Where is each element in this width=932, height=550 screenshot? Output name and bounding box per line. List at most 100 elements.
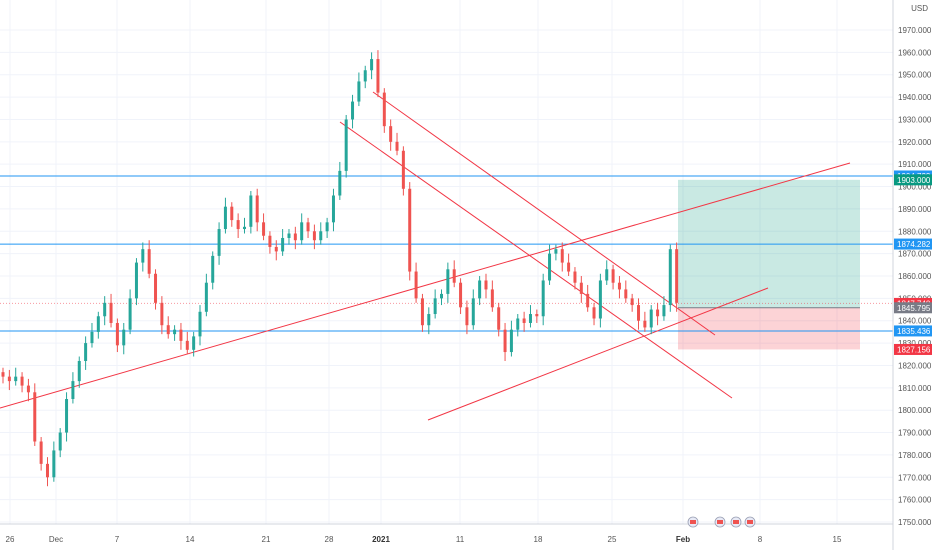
y-tick-label: 1830.000 — [898, 339, 932, 348]
candle-body — [115, 322, 119, 346]
candle-body — [211, 255, 215, 283]
candle-body — [96, 316, 100, 332]
candle-body — [548, 253, 552, 281]
candle-body — [312, 231, 316, 241]
candle-body — [433, 298, 437, 315]
flag-icon — [717, 520, 723, 524]
candle-body — [637, 305, 641, 321]
candle-body — [459, 282, 463, 308]
candle-body — [242, 226, 246, 230]
candle-body — [128, 298, 132, 330]
candle-body — [325, 222, 329, 232]
candle-body — [617, 282, 621, 290]
trend-line — [372, 91, 716, 336]
candle-body — [141, 249, 145, 263]
candle-body — [293, 233, 297, 241]
candle-body — [370, 59, 374, 71]
candle-body — [446, 269, 450, 294]
candle-body — [414, 271, 418, 299]
candle-body — [262, 222, 266, 236]
candle-body — [395, 141, 399, 151]
candle-body — [452, 269, 456, 283]
y-tick-label: 1930.000 — [898, 115, 932, 124]
candle-body — [427, 314, 431, 326]
price-badge-label: 1874.282 — [897, 240, 931, 249]
candle-body — [503, 329, 507, 353]
y-tick-label: 1950.000 — [898, 71, 932, 80]
candle-body — [351, 101, 355, 120]
y-tick-label: 1910.000 — [898, 160, 932, 169]
candle-body — [192, 336, 196, 350]
y-tick-label: 1800.000 — [898, 406, 932, 415]
candle-body — [516, 318, 520, 330]
candle-body — [20, 376, 24, 386]
candle-body — [376, 59, 380, 93]
candle-body — [122, 329, 126, 346]
y-tick-label: 1760.000 — [898, 496, 932, 505]
price-badge-label: 1903.000 — [897, 176, 931, 185]
candle-body — [420, 298, 424, 326]
x-tick-label: 11 — [456, 535, 465, 544]
candle-body — [401, 150, 405, 189]
x-tick-label: 8 — [758, 535, 763, 544]
y-tick-label: 1840.000 — [898, 317, 932, 326]
candle-body — [560, 249, 564, 263]
candle-body — [173, 329, 177, 335]
candle-body — [14, 376, 18, 382]
candle-body — [306, 222, 310, 232]
candle-body — [319, 231, 323, 241]
y-tick-label: 1890.000 — [898, 205, 932, 214]
flag-icon — [690, 520, 696, 524]
candle-body — [204, 282, 208, 312]
candle-body — [497, 307, 501, 330]
price-badge-label: 1827.156 — [897, 345, 931, 354]
candle-body — [274, 246, 278, 252]
candle-body — [147, 249, 151, 274]
price-badge — [894, 325, 932, 337]
candle-body — [236, 220, 240, 230]
x-tick-label: Dec — [49, 535, 63, 544]
y-tick-label: 1900.000 — [898, 183, 932, 192]
candle-body — [579, 282, 583, 294]
candle-body — [223, 206, 227, 230]
x-tick-label: 14 — [186, 535, 195, 544]
y-tick-label: 1750.000 — [898, 518, 932, 527]
candle-body — [535, 314, 539, 317]
y-tick-label: 1770.000 — [898, 473, 932, 482]
candle-body — [281, 237, 285, 252]
candle-body — [408, 188, 412, 272]
y-tick-label: 1940.000 — [898, 93, 932, 102]
price-badge-label: 1845.795 — [897, 304, 931, 313]
y-tick-label: 1960.000 — [898, 48, 932, 57]
candle-body — [185, 340, 189, 350]
candle-body — [58, 432, 62, 451]
candle-body — [668, 249, 672, 306]
candle-body — [363, 70, 367, 82]
candle-body — [357, 81, 361, 102]
candle-body — [230, 206, 234, 221]
candle-body — [541, 280, 545, 317]
candle-body — [198, 311, 202, 337]
candle-body — [522, 318, 526, 323]
x-tick-label: 25 — [608, 535, 617, 544]
x-tick-label: 18 — [534, 535, 543, 544]
candle-body — [440, 293, 444, 299]
candle-body — [643, 320, 647, 328]
candle-body — [1, 372, 5, 377]
x-tick-label: 26 — [6, 535, 15, 544]
price-badge-label: 1835.436 — [897, 327, 931, 336]
candle-body — [662, 305, 666, 317]
y-tick-label: 1810.000 — [898, 384, 932, 393]
x-tick-label: 2021 — [372, 535, 390, 544]
y-tick-label: 1860.000 — [898, 272, 932, 281]
x-tick-label: 21 — [262, 535, 271, 544]
candle-body — [45, 463, 49, 478]
y-tick-label: 1870.000 — [898, 250, 932, 259]
y-tick-label: 1790.000 — [898, 429, 932, 438]
candle-body — [255, 195, 259, 223]
candle-body — [331, 195, 335, 223]
candle-body — [649, 309, 653, 328]
price-badge — [894, 238, 932, 250]
trend-line — [0, 162, 851, 409]
